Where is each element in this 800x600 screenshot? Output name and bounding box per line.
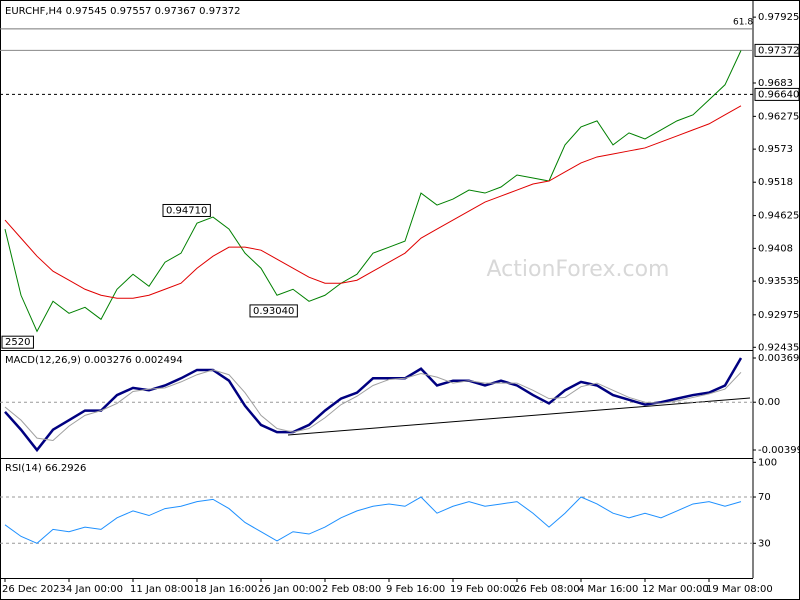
annotation-box [249, 304, 298, 318]
y-tick-label: -0.003994 [758, 445, 800, 456]
price-level-box [754, 87, 800, 101]
y-tick-label: 0.92975 [758, 310, 799, 321]
series-line [4, 369, 742, 442]
x-tick-label: 19 Mar 08:00 [706, 584, 773, 595]
y-tick-label: 0.9573 [758, 144, 793, 155]
x-tick-label: 26 Jan 00:00 [258, 584, 321, 595]
panel-title: EURCHF,H4 0.97545 0.97557 0.97367 0.9737… [5, 6, 241, 17]
x-tick-label: 11 Jan 08:00 [130, 584, 193, 595]
y-tick-label: 30 [758, 538, 771, 549]
y-tick-label: 0.003698 [758, 353, 800, 364]
series-line [4, 50, 742, 333]
series-line [4, 496, 742, 544]
y-tick-label: 0.00 [758, 397, 780, 408]
panel-title: MACD(12,26,9) 0.003276 0.002494 [5, 355, 183, 366]
y-tick-label: 0.97925 [758, 12, 799, 23]
price-level-label: 0.97372 [758, 45, 799, 56]
annotation-label: 0.94710 [166, 205, 207, 216]
price-level-label: 0.96640 [758, 89, 799, 100]
x-tick-label: 26 Feb 08:00 [514, 584, 580, 595]
x-tick-label: 19 Feb 00:00 [450, 584, 516, 595]
y-tick-label: 0.9518 [758, 177, 793, 188]
annotation-label: 2520 [5, 337, 30, 348]
panel-title: RSI(14) 66.2926 [5, 463, 86, 474]
y-tick-label: 0.9683 [758, 78, 793, 89]
x-tick-label: 18 Jan 16:00 [194, 584, 257, 595]
x-tick-label: 12 Mar 00:00 [642, 584, 709, 595]
x-tick-label: 26 Dec 2023 [2, 584, 66, 595]
price-level-box [754, 43, 800, 57]
x-tick-label: 4 Mar 16:00 [578, 584, 638, 595]
y-tick-label: 100 [758, 457, 777, 468]
x-tick-label: 9 Feb 16:00 [386, 584, 445, 595]
annotation-label: 0.93040 [253, 306, 294, 317]
series-line [4, 357, 743, 453]
annotation-box [1, 335, 34, 349]
trendline [287, 397, 751, 436]
x-tick-label: 2 Feb 08:00 [322, 584, 381, 595]
fib-label: 61.8 [733, 17, 753, 27]
x-tick-label: 4 Jan 00:00 [66, 584, 123, 595]
y-tick-label: 0.9408 [758, 243, 793, 254]
annotation-box [162, 203, 211, 217]
series-line [4, 105, 742, 299]
watermark: ActionForex.com [487, 257, 670, 282]
y-tick-label: 0.92435 [758, 342, 799, 353]
y-tick-label: 0.96275 [758, 111, 799, 122]
y-tick-label: 0.93535 [758, 276, 799, 287]
y-tick-label: 70 [758, 492, 771, 503]
y-tick-label: 0.94625 [758, 211, 799, 222]
